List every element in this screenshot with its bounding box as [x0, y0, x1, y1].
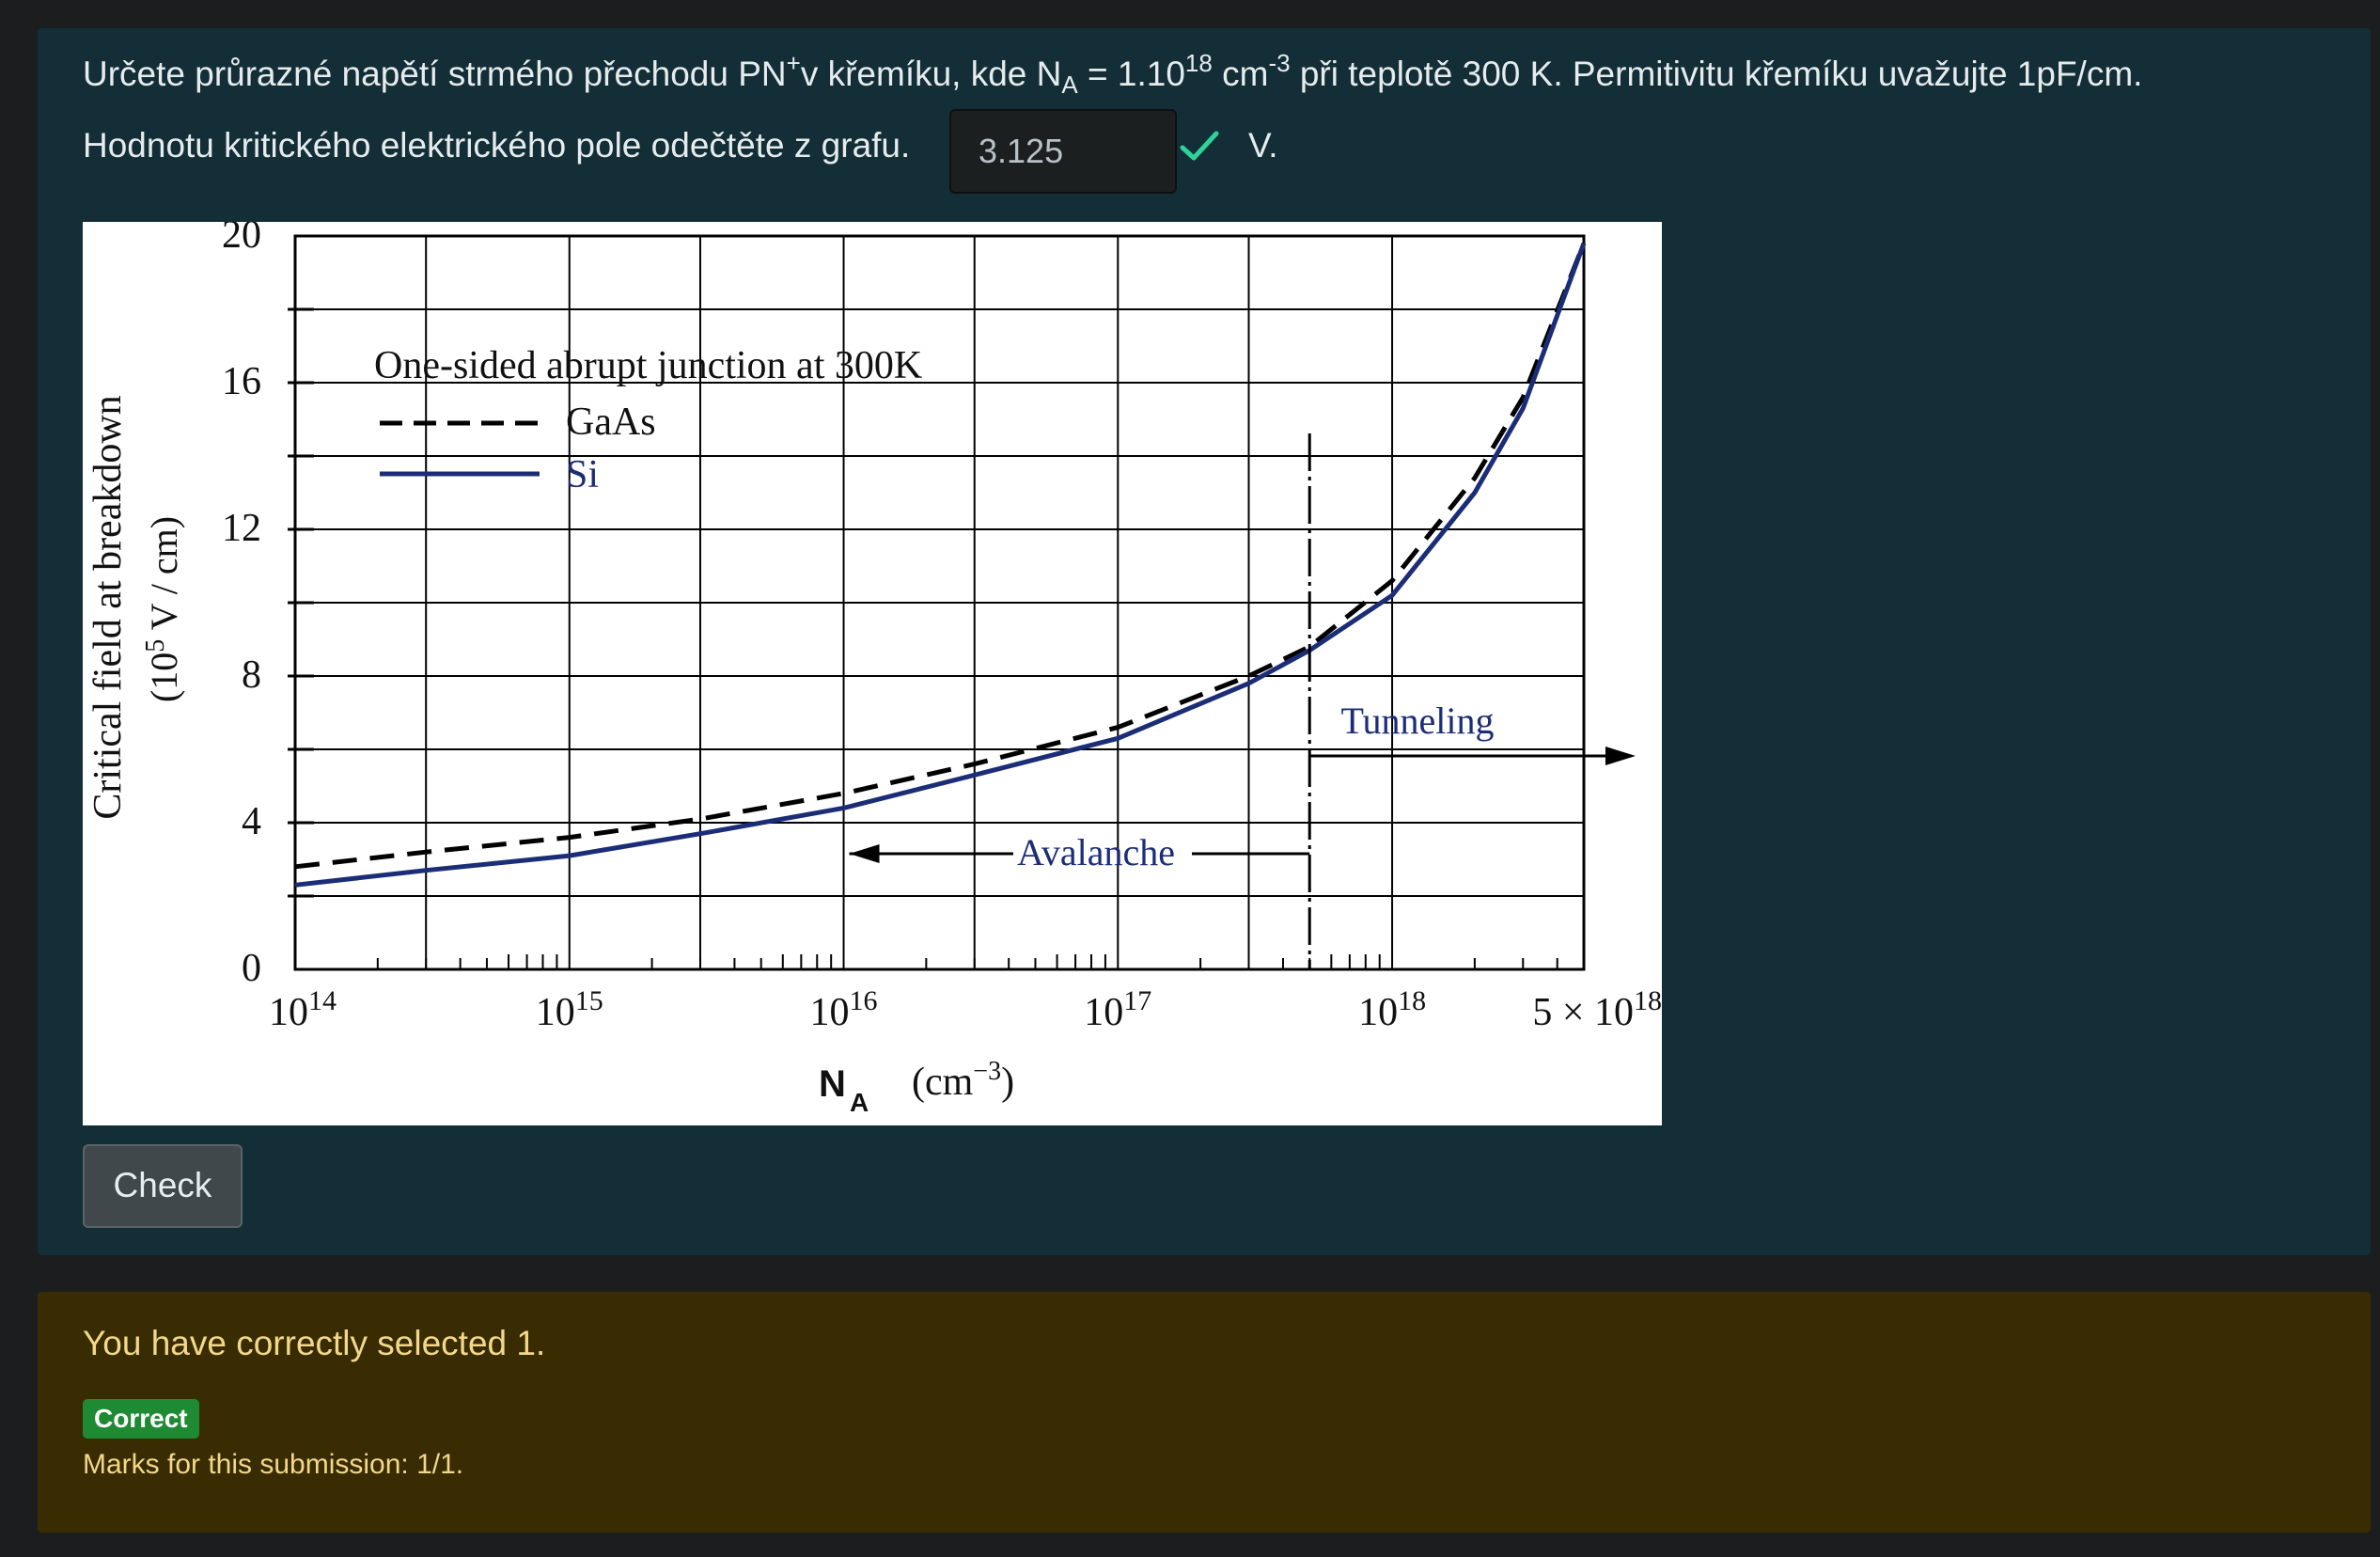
series-gaas-line — [294, 242, 1587, 870]
y-tick-label: 20 — [222, 222, 261, 257]
x-tick-label: 1017 — [1084, 985, 1151, 1034]
answer-input[interactable]: 3.125 — [949, 109, 1177, 194]
check-icon — [1180, 131, 1219, 161]
status-badge: Correct — [83, 1399, 199, 1439]
x-tick-label: 5 × 1018 — [1532, 985, 1662, 1034]
tunneling-arrowhead — [1605, 747, 1636, 765]
check-button[interactable]: Check — [83, 1144, 243, 1228]
unit-label: V. — [1248, 126, 1278, 165]
breakdown-field-chart: 0 4 8 12 16 20 1014 1015 1016 1017 1018 5 × 1018 Cri… — [83, 222, 1662, 1125]
avalanche-label: Avalanche — [1017, 831, 1175, 873]
y-tick-label: 12 — [222, 507, 261, 550]
feedback-message: You have correctly selected 1. — [83, 1324, 546, 1362]
legend-label-gaas: GaAs — [566, 401, 656, 444]
x-axis-label: N — [819, 1063, 846, 1105]
feedback-card: You have correctly selected 1. Correct M… — [38, 1292, 2371, 1533]
tunneling-label: Tunneling — [1340, 700, 1494, 742]
x-tick-label: 1016 — [810, 985, 878, 1034]
x-tick-label: 1018 — [1358, 985, 1426, 1034]
y-tick-label: 8 — [242, 653, 261, 697]
x-tick-label: 1015 — [536, 985, 603, 1034]
marks-text: Marks for this submission: 1/1. — [83, 1449, 464, 1480]
x-axis-label-sub: A — [850, 1088, 869, 1117]
y-tick-label: 4 — [242, 800, 261, 843]
y-axis-label: Critical field at breakdown — [86, 395, 130, 819]
question-text-line1: Určete průrazné napětí strmého přechodu … — [83, 49, 2143, 99]
chart-title: One-sided abrupt junction at 300K — [374, 344, 922, 387]
series-si-line — [294, 242, 1587, 888]
x-tick-label: 1014 — [269, 985, 337, 1034]
y-tick-label: 0 — [242, 947, 261, 990]
legend-label-si: Si — [566, 453, 599, 496]
question-text-line2: Hodnotu kritického elektrického pole ode… — [83, 126, 911, 165]
chart-svg: 0 4 8 12 16 20 1014 1015 1016 1017 1018 5 × 1018 Cri… — [86, 222, 1662, 1117]
y-tick-label: 16 — [222, 360, 261, 403]
avalanche-arrowhead — [849, 844, 880, 863]
x-axis-unit: (cm−3) — [912, 1057, 1014, 1104]
y-axis-unit-label: (105 V / cm) — [141, 516, 185, 702]
